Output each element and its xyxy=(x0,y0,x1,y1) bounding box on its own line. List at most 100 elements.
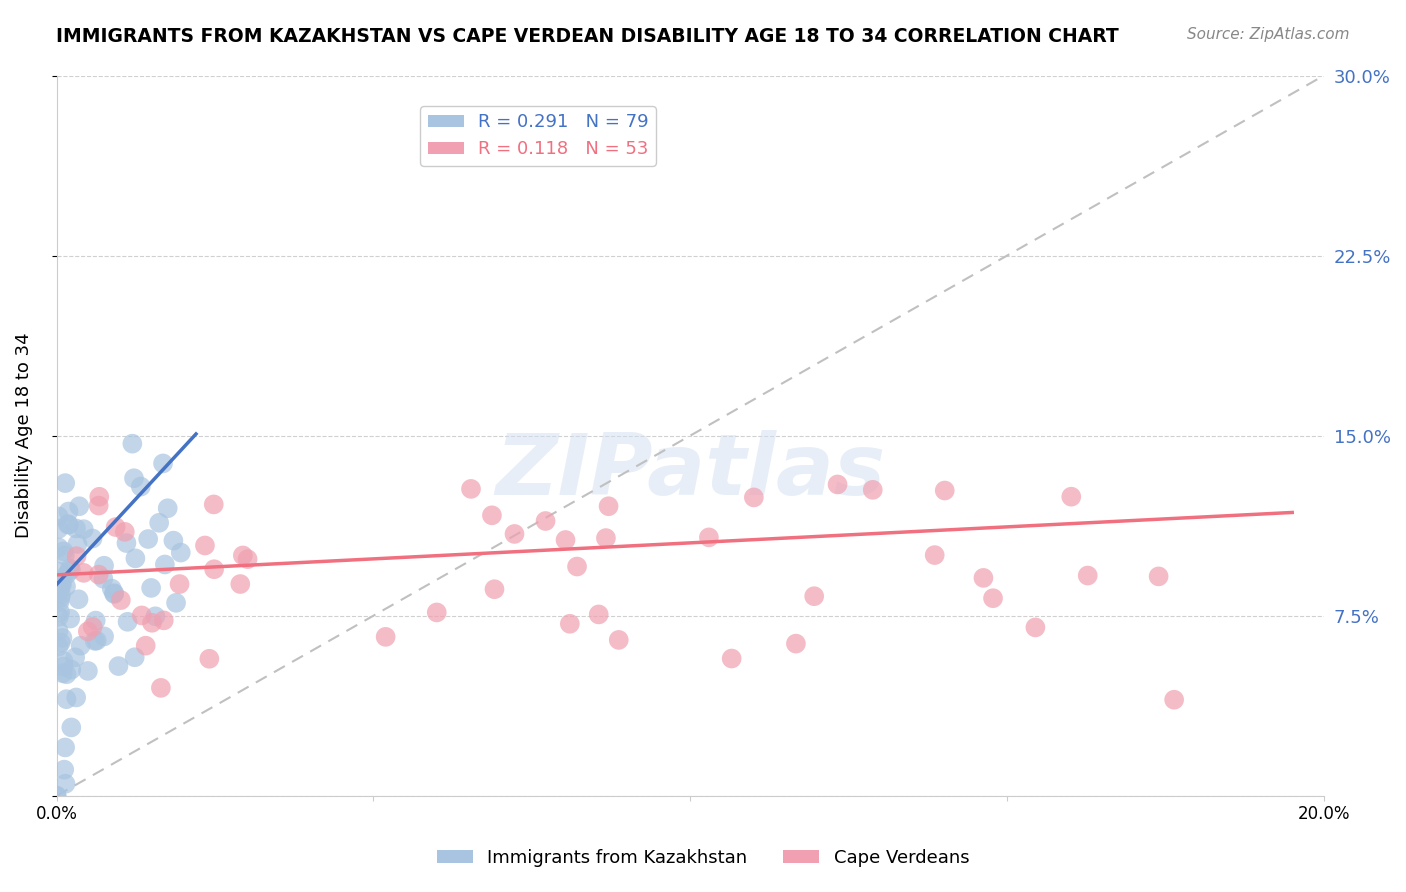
Immigrants from Kazakhstan xyxy=(63,650,86,665)
Cape Verdeans xyxy=(924,548,946,562)
Immigrants from Kazakhstan xyxy=(170,545,193,559)
Immigrants from Kazakhstan xyxy=(82,532,104,546)
Cape Verdeans xyxy=(104,520,127,534)
Immigrants from Kazakhstan xyxy=(55,667,77,681)
Immigrants from Kazakhstan xyxy=(103,586,125,600)
Immigrants from Kazakhstan xyxy=(52,666,75,681)
Cape Verdeans xyxy=(803,589,825,603)
Cape Verdeans xyxy=(827,477,849,491)
Immigrants from Kazakhstan xyxy=(53,476,76,491)
Immigrants from Kazakhstan xyxy=(52,654,75,668)
Cape Verdeans xyxy=(534,514,557,528)
Cape Verdeans xyxy=(194,539,217,553)
Cape Verdeans xyxy=(972,571,994,585)
Cape Verdeans xyxy=(89,490,111,504)
Immigrants from Kazakhstan xyxy=(48,610,70,624)
Immigrants from Kazakhstan xyxy=(48,624,70,638)
Cape Verdeans xyxy=(76,624,98,639)
Cape Verdeans xyxy=(374,630,396,644)
Immigrants from Kazakhstan xyxy=(152,457,174,471)
Cape Verdeans xyxy=(862,483,884,497)
Immigrants from Kazakhstan xyxy=(124,551,146,566)
Immigrants from Kazakhstan xyxy=(83,633,105,648)
Immigrants from Kazakhstan xyxy=(65,521,87,535)
Immigrants from Kazakhstan xyxy=(48,640,70,654)
Immigrants from Kazakhstan xyxy=(66,537,89,551)
Cape Verdeans xyxy=(110,593,132,607)
Immigrants from Kazakhstan xyxy=(93,558,115,573)
Immigrants from Kazakhstan xyxy=(55,692,77,706)
Cape Verdeans xyxy=(232,549,254,563)
Immigrants from Kazakhstan xyxy=(148,516,170,530)
Text: ZIPatlas: ZIPatlas xyxy=(495,430,886,513)
Immigrants from Kazakhstan xyxy=(48,595,70,609)
Cape Verdeans xyxy=(484,582,506,597)
Cape Verdeans xyxy=(169,577,191,591)
Cape Verdeans xyxy=(934,483,956,498)
Cape Verdeans xyxy=(198,652,221,666)
Immigrants from Kazakhstan xyxy=(48,576,70,591)
Immigrants from Kazakhstan xyxy=(129,479,152,493)
Immigrants from Kazakhstan xyxy=(51,631,73,645)
Legend: Immigrants from Kazakhstan, Cape Verdeans: Immigrants from Kazakhstan, Cape Verdean… xyxy=(429,842,977,874)
Cape Verdeans xyxy=(135,639,157,653)
Cape Verdeans xyxy=(229,577,252,591)
Cape Verdeans xyxy=(131,608,153,623)
Cape Verdeans xyxy=(1163,692,1185,706)
Cape Verdeans xyxy=(87,567,110,582)
Cape Verdeans xyxy=(598,500,620,514)
Y-axis label: Disability Age 18 to 34: Disability Age 18 to 34 xyxy=(15,333,32,539)
Immigrants from Kazakhstan xyxy=(55,580,77,594)
Immigrants from Kazakhstan xyxy=(58,504,80,518)
Cape Verdeans xyxy=(565,559,588,574)
Cape Verdeans xyxy=(426,606,449,620)
Immigrants from Kazakhstan xyxy=(91,572,114,586)
Immigrants from Kazakhstan xyxy=(55,777,77,791)
Cape Verdeans xyxy=(554,533,576,547)
Cape Verdeans xyxy=(1077,568,1099,582)
Cape Verdeans xyxy=(503,527,526,541)
Legend: R = 0.291   N = 79, R = 0.118   N = 53: R = 0.291 N = 79, R = 0.118 N = 53 xyxy=(420,106,657,166)
Immigrants from Kazakhstan xyxy=(60,720,83,734)
Immigrants from Kazakhstan xyxy=(73,522,96,536)
Immigrants from Kazakhstan xyxy=(48,541,70,555)
Immigrants from Kazakhstan xyxy=(56,517,79,532)
Cape Verdeans xyxy=(202,497,225,511)
Immigrants from Kazakhstan xyxy=(100,582,122,596)
Immigrants from Kazakhstan xyxy=(48,573,70,587)
Immigrants from Kazakhstan xyxy=(117,615,139,629)
Immigrants from Kazakhstan xyxy=(48,565,70,579)
Immigrants from Kazakhstan xyxy=(107,659,129,673)
Immigrants from Kazakhstan xyxy=(65,690,87,705)
Cape Verdeans xyxy=(697,530,720,544)
Immigrants from Kazakhstan xyxy=(162,533,184,548)
Immigrants from Kazakhstan xyxy=(52,544,75,558)
Cape Verdeans xyxy=(114,524,136,539)
Immigrants from Kazakhstan xyxy=(122,471,145,485)
Immigrants from Kazakhstan xyxy=(84,614,107,628)
Cape Verdeans xyxy=(981,591,1004,606)
Immigrants from Kazakhstan xyxy=(58,517,80,532)
Cape Verdeans xyxy=(720,651,742,665)
Cape Verdeans xyxy=(785,637,807,651)
Immigrants from Kazakhstan xyxy=(59,612,82,626)
Immigrants from Kazakhstan xyxy=(59,561,82,575)
Immigrants from Kazakhstan xyxy=(60,663,83,677)
Immigrants from Kazakhstan xyxy=(136,532,159,546)
Immigrants from Kazakhstan xyxy=(45,789,67,803)
Immigrants from Kazakhstan xyxy=(124,650,146,665)
Cape Verdeans xyxy=(149,681,172,695)
Immigrants from Kazakhstan xyxy=(49,605,72,619)
Cape Verdeans xyxy=(481,508,503,523)
Cape Verdeans xyxy=(82,620,104,634)
Cape Verdeans xyxy=(1147,569,1170,583)
Immigrants from Kazakhstan xyxy=(48,522,70,536)
Immigrants from Kazakhstan xyxy=(48,509,70,524)
Immigrants from Kazakhstan xyxy=(86,633,108,648)
Cape Verdeans xyxy=(141,615,163,630)
Immigrants from Kazakhstan xyxy=(48,584,70,599)
Immigrants from Kazakhstan xyxy=(153,558,176,572)
Immigrants from Kazakhstan xyxy=(52,659,75,673)
Cape Verdeans xyxy=(1024,620,1046,634)
Immigrants from Kazakhstan xyxy=(103,587,125,601)
